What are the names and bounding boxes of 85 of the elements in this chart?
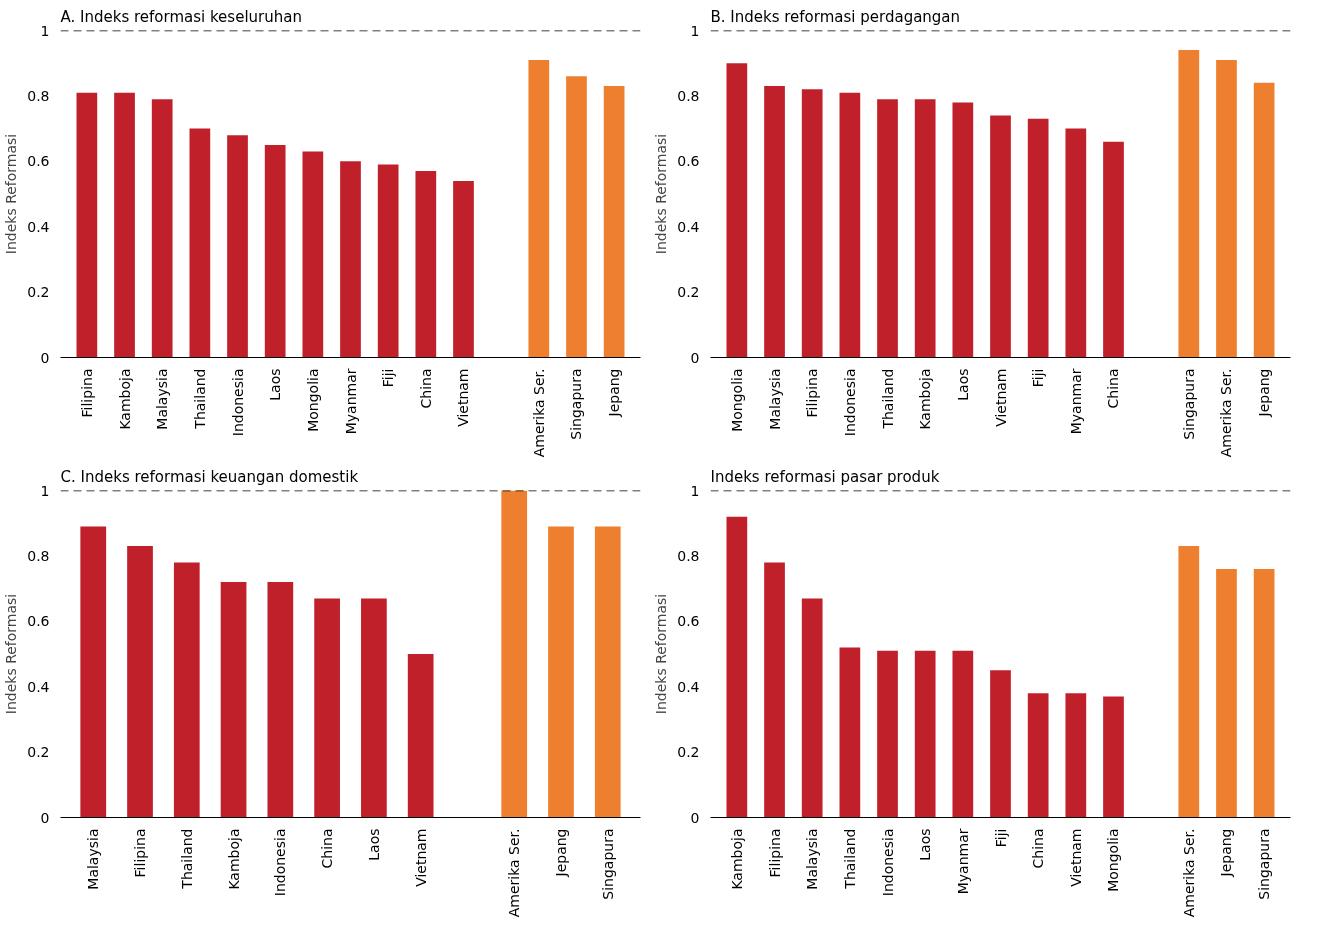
x-tick-label: Thailand	[178, 828, 195, 890]
y-tick-label: 1	[690, 22, 700, 39]
x-tick-label: Mongolia	[304, 368, 321, 432]
x-tick-label: China	[1030, 828, 1047, 869]
x-tick-label: China	[319, 828, 336, 869]
x-tick-label: Filipina	[78, 368, 95, 418]
x-tick-label: Jepang	[1218, 828, 1235, 878]
x-tick-label: Myanmar	[954, 828, 971, 895]
y-tick-label: 0.4	[677, 678, 700, 695]
x-tick-label: Thailand	[191, 368, 208, 430]
y-axis-title: Indeks Reformasi	[653, 593, 670, 715]
x-tick-label: Laos	[365, 828, 382, 861]
y-tick-label: 1	[40, 482, 50, 499]
y-tick-label: 0.4	[27, 218, 50, 235]
x-tick-label: Kamboja	[728, 828, 745, 890]
y-tick-label: 0.2	[27, 744, 50, 761]
y-tick-label: 0.6	[27, 613, 50, 630]
chart-title: C. Indeks reformasi keuangan domestik	[60, 467, 359, 486]
x-tick-label: Malaysia	[154, 368, 171, 430]
y-tick-label: 0.4	[677, 218, 700, 235]
y-tick-label: 0.8	[27, 87, 50, 104]
x-tick-label: Singapura	[1180, 368, 1197, 440]
x-tick-label: Amerika Ser.	[506, 828, 523, 918]
x-tick-label: Singapura	[599, 828, 616, 900]
x-tick-label: Singapura	[1256, 828, 1273, 900]
x-tick-label: Jepang	[552, 828, 569, 878]
y-axis-title: Indeks Reformasi	[3, 593, 20, 715]
x-tick-label: Laos	[954, 368, 971, 401]
x-tick-label: Kamboja	[917, 368, 934, 430]
x-tick-label: Vietnam	[1067, 828, 1084, 887]
x-tick-label: Filipina	[132, 828, 149, 878]
x-tick-label: Kamboja	[225, 828, 242, 890]
x-tick-label: Malaysia	[804, 828, 821, 890]
chart-title: Indeks reformasi pasar produk	[710, 467, 940, 486]
x-tick-label: China	[1105, 368, 1122, 409]
y-tick-label: 0.6	[677, 613, 700, 630]
x-tick-label: Indonesia	[879, 828, 896, 897]
x-tick-label: Indonesia	[229, 368, 246, 437]
x-tick-label: Kamboja	[116, 368, 133, 430]
x-tick-label: Filipina	[804, 368, 821, 418]
y-tick-label: 0.6	[27, 153, 50, 170]
x-tick-label: Laos	[267, 368, 284, 401]
x-tick-label: Vietnam	[992, 368, 1009, 427]
y-tick-label: 0.2	[27, 284, 50, 301]
x-tick-label: Filipina	[766, 828, 783, 878]
x-tick-label: Amerika Ser.	[530, 368, 547, 458]
y-tick-label: 1	[40, 22, 50, 39]
y-tick-label: 0.8	[27, 547, 50, 564]
x-tick-label: Jepang	[606, 368, 623, 418]
chart-title: A. Indeks reformasi keseluruhan	[60, 7, 302, 26]
y-axis-title: Indeks Reformasi	[3, 133, 20, 255]
x-tick-label: Amerika Ser.	[1218, 368, 1235, 458]
x-tick-label: Singapura	[568, 368, 585, 440]
y-tick-label: 0.8	[677, 547, 700, 564]
y-tick-label: 0	[690, 349, 700, 366]
x-tick-label: Jepang	[1256, 368, 1273, 418]
y-tick-label: 0	[690, 809, 700, 826]
x-tick-label: Malaysia	[85, 828, 102, 890]
x-tick-label: Mongolia	[1105, 828, 1122, 892]
x-tick-label: Fiji	[992, 828, 1009, 848]
y-tick-label: 0.2	[677, 744, 700, 761]
x-tick-label: Fiji	[380, 368, 397, 388]
x-tick-label: Fiji	[1030, 368, 1047, 388]
x-tick-label: China	[417, 368, 434, 409]
chart-title: B. Indeks reformasi perdagangan	[710, 7, 961, 26]
y-tick-label: 0	[40, 809, 50, 826]
y-axis-title: Indeks Reformasi	[653, 133, 670, 255]
x-tick-label: Thailand	[841, 828, 858, 890]
y-tick-label: 0.8	[677, 87, 700, 104]
x-tick-label: Malaysia	[766, 368, 783, 430]
y-tick-label: 0	[40, 349, 50, 366]
y-tick-label: 0.6	[677, 153, 700, 170]
y-tick-label: 1	[690, 482, 700, 499]
x-tick-label: Thailand	[879, 368, 896, 430]
x-tick-label: Amerika Ser.	[1180, 828, 1197, 918]
x-tick-label: Vietnam	[455, 368, 472, 427]
x-tick-label: Myanmar	[342, 368, 359, 435]
x-tick-label: Myanmar	[1067, 368, 1084, 435]
x-tick-label: Laos	[917, 828, 934, 861]
x-tick-label: Vietnam	[412, 828, 429, 887]
x-tick-label: Indonesia	[841, 368, 858, 437]
x-tick-label: Mongolia	[728, 368, 745, 432]
x-tick-label: Indonesia	[272, 828, 289, 897]
y-tick-label: 0.2	[677, 284, 700, 301]
y-tick-label: 0.4	[27, 678, 50, 695]
